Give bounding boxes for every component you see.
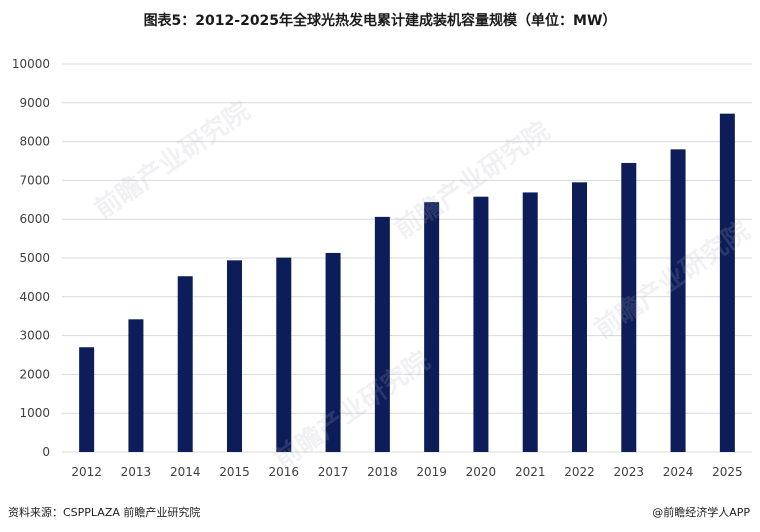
y-tick-label: 10000 [12, 57, 50, 71]
x-tick-label: 2023 [614, 465, 645, 479]
bar-2019 [424, 202, 440, 452]
y-tick-label: 5000 [19, 251, 50, 265]
y-tick-label: 2000 [19, 367, 50, 381]
x-tick-label: 2012 [71, 465, 102, 479]
bar-2022 [572, 182, 587, 452]
bar-2015 [227, 260, 242, 452]
x-tick-label: 2022 [564, 465, 595, 479]
chart-title: 图表5：2012-2025年全球光热发电累计建成装机容量规模（单位：MW） [143, 13, 617, 29]
credit-note: @前瞻经济学人APP [652, 506, 750, 519]
y-tick-label: 0 [42, 445, 50, 459]
y-tick-label: 1000 [19, 406, 50, 420]
x-tick-label: 2025 [712, 465, 743, 479]
bar-2023 [621, 162, 637, 452]
gridlines [62, 63, 752, 453]
y-tick-label: 3000 [19, 329, 50, 343]
x-tick-label: 2017 [318, 465, 349, 479]
bar-2012 [79, 347, 95, 452]
x-axis: 2012 2013 2014 2015 2016 2017 2018 2019 2020 2021… [71, 465, 742, 479]
y-tick-label: 9000 [19, 96, 50, 110]
bar-2021 [522, 192, 538, 453]
y-tick-label: 7000 [19, 173, 50, 187]
y-tick-label: 6000 [19, 212, 50, 226]
x-tick-label: 2020 [466, 465, 497, 479]
y-tick-label: 4000 [19, 290, 50, 304]
bar-2017 [325, 252, 341, 452]
bar-2014 [177, 276, 193, 452]
x-tick-label: 2018 [367, 465, 398, 479]
x-tick-label: 2024 [663, 465, 694, 479]
x-tick-label: 2019 [416, 465, 447, 479]
x-tick-label: 2016 [269, 465, 300, 479]
y-tick-label: 8000 [19, 135, 50, 149]
bar-2016 [276, 257, 292, 452]
source-note: 资料来源：CSPPLAZA 前瞻产业研究院 [8, 506, 201, 519]
bar-2020 [473, 196, 489, 452]
x-tick-label: 2015 [219, 465, 250, 479]
x-tick-label: 2014 [170, 465, 201, 479]
bar-2025 [719, 113, 735, 452]
y-axis: 0 1000 2000 3000 4000 5000 6000 7000 8000 9000 100… [12, 57, 50, 459]
bars [79, 113, 735, 453]
bar-2018 [374, 216, 390, 452]
bar-2013 [128, 319, 144, 452]
x-tick-label: 2013 [121, 465, 152, 479]
x-tick-label: 2021 [515, 465, 546, 479]
bar-2024 [670, 149, 686, 453]
